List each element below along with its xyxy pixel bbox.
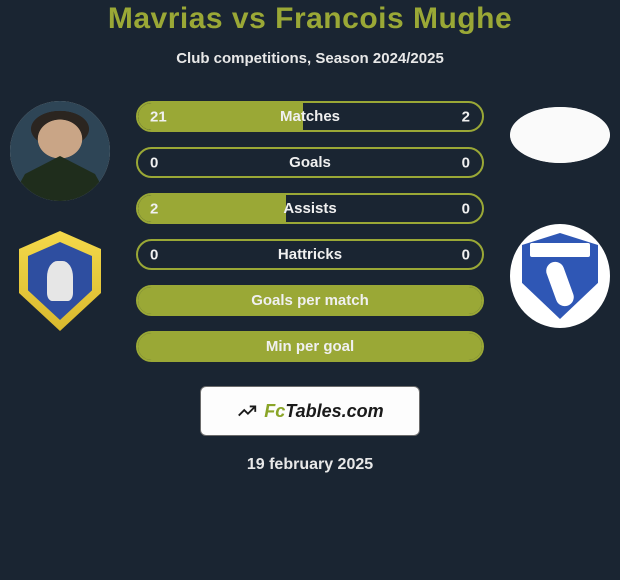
stat-label: Matches <box>280 108 340 125</box>
page-title: Mavrias vs Francois Mughe <box>108 2 512 36</box>
club-shield-icon <box>19 231 101 331</box>
stat-label: Goals per match <box>251 292 369 309</box>
stat-bar-min-per-goal: Min per goal <box>136 331 484 362</box>
main-area: 21 Matches 2 0 Goals 0 2 Assists 0 0 Hattricks 0 Goa… <box>0 101 620 362</box>
source-label: FcTables.com <box>264 401 383 422</box>
stat-bars: 21 Matches 2 0 Goals 0 2 Assists 0 0 Hattricks 0 Goa… <box>136 101 484 362</box>
player-left-club-badge <box>10 223 110 339</box>
player-right-avatar <box>510 107 610 163</box>
player-photo-icon <box>10 101 110 201</box>
stat-bar-goals-per-match: Goals per match <box>136 285 484 316</box>
stat-label: Assists <box>283 200 336 217</box>
player-right-club-badge <box>510 173 610 289</box>
stat-value-left: 2 <box>150 200 158 217</box>
stat-label: Goals <box>289 154 331 171</box>
stat-value-right: 2 <box>462 108 470 125</box>
stat-bar-hattricks: 0 Hattricks 0 <box>136 239 484 270</box>
chart-icon <box>236 400 258 422</box>
stat-value-right: 0 <box>462 200 470 217</box>
stat-value-right: 0 <box>462 154 470 171</box>
subtitle: Club competitions, Season 2024/2025 <box>176 50 444 67</box>
stat-bar-goals: 0 Goals 0 <box>136 147 484 178</box>
source-badge[interactable]: FcTables.com <box>200 386 420 436</box>
stat-label: Min per goal <box>266 338 354 355</box>
comparison-card: Mavrias vs Francois Mughe Club competiti… <box>0 0 620 580</box>
stat-value-left: 0 <box>150 246 158 263</box>
player-left-avatar <box>10 101 110 201</box>
player-right-column <box>510 101 610 289</box>
stat-value-left: 0 <box>150 154 158 171</box>
bar-fill-left <box>138 195 286 222</box>
club-circle-icon <box>510 224 610 328</box>
stat-bar-assists: 2 Assists 0 <box>136 193 484 224</box>
stat-value-right: 0 <box>462 246 470 263</box>
player-left-column <box>10 101 110 339</box>
stat-bar-matches: 21 Matches 2 <box>136 101 484 132</box>
stat-label: Hattricks <box>278 246 342 263</box>
date-label: 19 february 2025 <box>247 456 373 474</box>
blank-avatar-icon <box>510 107 610 163</box>
stat-value-left: 21 <box>150 108 167 125</box>
